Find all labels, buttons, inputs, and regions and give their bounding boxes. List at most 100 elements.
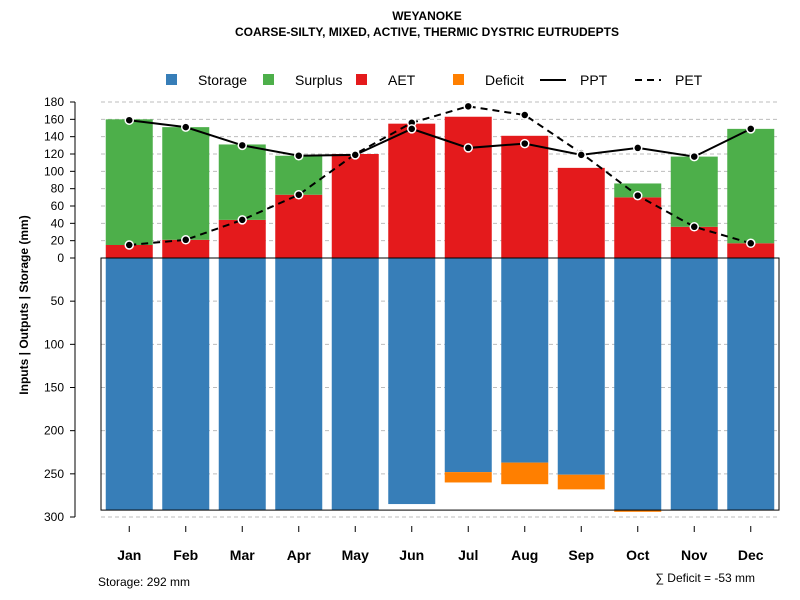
y-tick-label-40: 40: [51, 216, 65, 230]
x-tick-label-Dec: Dec: [738, 547, 764, 563]
aet-bar-Jul: [444, 116, 492, 258]
y-tick-label-60: 60: [51, 199, 65, 213]
storage-bar-Apr: [275, 258, 323, 511]
aet-bar-Jun: [388, 123, 436, 259]
lines: [124, 101, 756, 250]
aet-bar-Oct: [614, 197, 662, 258]
x-tick-label-Apr: Apr: [287, 547, 312, 563]
pet-point-Jul: [463, 101, 473, 112]
x-tick-label-Feb: Feb: [173, 547, 198, 563]
pet-point-Oct: [633, 190, 643, 201]
legend: Storage Surplus AET Deficit PPT PET: [166, 72, 703, 88]
legend-label-deficit: Deficit: [485, 72, 524, 88]
pet-point-Nov: [689, 222, 699, 232]
y-tick-label-140: 140: [44, 130, 64, 144]
storage-bar-Mar: [218, 258, 266, 511]
storage-bar-Jun: [388, 258, 436, 505]
x-tick-label-Jul: Jul: [458, 547, 478, 563]
storage-bar-Oct: [614, 258, 662, 511]
bars: [105, 116, 775, 512]
pet-point-Apr: [294, 189, 304, 200]
y-tick-label-100: 100: [44, 164, 64, 178]
ppt-point-Jun: [407, 124, 417, 134]
surplus-bar-Mar: [218, 144, 266, 220]
pet-point-Feb: [181, 235, 191, 245]
x-tick-label-Jun: Jun: [399, 547, 424, 563]
aet-bar-Feb: [162, 239, 210, 258]
storage-bar-May: [331, 258, 379, 511]
ppt-point-Nov: [689, 151, 699, 162]
x-tick-label-Mar: Mar: [230, 547, 255, 563]
y-tick-label-120: 120: [44, 147, 64, 161]
ppt-point-Feb: [181, 122, 191, 132]
ppt-point-Jul: [463, 143, 473, 153]
storage-bar-Feb: [162, 258, 210, 511]
y-tick-label-20: 20: [51, 234, 65, 248]
storage-bar-Dec: [727, 258, 775, 511]
deficit-footer: ∑ Deficit = -53 mm: [655, 571, 755, 585]
y-tick-label-b-50: 50: [51, 294, 65, 308]
y-tick-label-80: 80: [51, 182, 65, 196]
legend-label-ppt: PPT: [580, 72, 608, 88]
storage-bar-Sep: [557, 258, 605, 475]
chart-title: WEYANOKE: [392, 9, 462, 23]
axes: 0 20 40 60 80 100 120 140 160 180 50 100 150 200 250 30…: [44, 95, 780, 563]
y-tick-label-160: 160: [44, 112, 64, 126]
legend-label-aet: AET: [388, 72, 416, 88]
chart-subtitle: COARSE-SILTY, MIXED, ACTIVE, THERMIC DYS…: [235, 25, 619, 39]
ppt-point-Sep: [576, 150, 586, 160]
x-tick-label-Oct: Oct: [626, 547, 650, 563]
legend-label-storage: Storage: [198, 72, 247, 88]
x-tick-label-Sep: Sep: [568, 547, 594, 563]
y-tick-label-b-300: 300: [44, 510, 64, 524]
y-tick-label-0: 0: [57, 251, 64, 265]
x-tick-label-Jan: Jan: [117, 547, 141, 563]
y-axis-label: Inputs | Outputs | Storage (mm): [17, 215, 31, 394]
x-tick-label-Nov: Nov: [681, 547, 708, 563]
pet-point-Dec: [746, 238, 756, 249]
storage-footer: Storage: 292 mm: [98, 575, 190, 589]
ppt-point-Oct: [633, 143, 643, 153]
ppt-point-Apr: [294, 150, 304, 161]
y-tick-label-b-200: 200: [44, 424, 64, 438]
surplus-bar-Nov: [670, 156, 718, 227]
legend-label-pet: PET: [675, 72, 703, 88]
storage-bar-Jul: [444, 258, 492, 473]
y-tick-label-b-250: 250: [44, 467, 64, 481]
pet-point-Mar: [237, 215, 247, 225]
storage-bar-Aug: [501, 258, 549, 463]
x-tick-label-May: May: [342, 547, 369, 563]
y-tick-label-180: 180: [44, 95, 64, 109]
deficit-bar-Sep: [557, 474, 605, 490]
storage-bar-Jan: [105, 258, 153, 511]
x-tick-label-Aug: Aug: [511, 547, 538, 563]
deficit-bar-Oct: [614, 510, 662, 512]
deficit-bar-Aug: [501, 462, 549, 485]
surplus-bar-Dec: [727, 128, 775, 244]
ppt-point-Dec: [746, 124, 756, 134]
surplus-bar-Apr: [275, 155, 323, 195]
aet-bar-Aug: [501, 135, 549, 258]
legend-swatch-storage: [166, 74, 177, 85]
pet-point-Aug: [520, 110, 530, 120]
legend-swatch-deficit: [453, 74, 464, 85]
legend-swatch-aet: [356, 74, 367, 85]
ppt-point-Jan: [124, 115, 134, 125]
storage-bar-Nov: [670, 258, 718, 511]
grid-lines: [101, 101, 779, 518]
ppt-point-May: [350, 150, 360, 160]
aet-bar-May: [331, 154, 379, 258]
legend-swatch-surplus: [263, 74, 274, 85]
y-tick-label-b-100: 100: [44, 337, 64, 351]
surplus-bar-Jan: [105, 119, 153, 245]
pet-point-Jan: [124, 240, 134, 250]
aet-bar-Sep: [557, 167, 605, 258]
deficit-bar-Jul: [444, 472, 492, 483]
ppt-point-Mar: [237, 140, 247, 151]
pet-line: [129, 105, 752, 246]
legend-label-surplus: Surplus: [295, 72, 342, 88]
ppt-point-Aug: [520, 138, 530, 149]
y-tick-label-b-150: 150: [44, 381, 64, 395]
surplus-bar-Feb: [162, 127, 210, 240]
